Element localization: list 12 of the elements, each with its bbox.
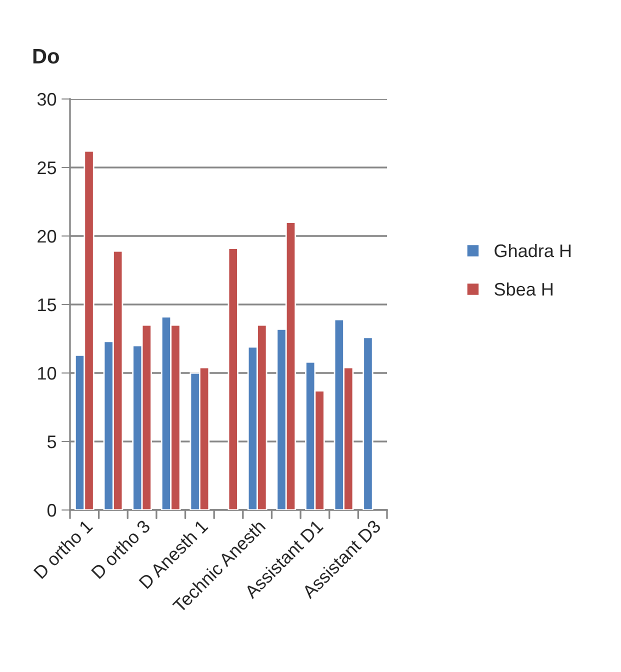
y-tick-label: 10 [38,366,56,380]
legend-label: Ghadra H [494,244,571,258]
y-tick-label: 30 [37,92,56,106]
y-tick-label: 0 [47,504,56,517]
y-tick-label: 15 [38,298,56,312]
bar [228,248,238,510]
bar [362,336,374,510]
y-tick-label: 20 [38,230,56,243]
legend-label: Sbea H [494,282,552,296]
y-tick-label: 5 [47,436,56,448]
y-tick-label: 25 [38,161,56,174]
chart-title: Do [33,49,59,64]
